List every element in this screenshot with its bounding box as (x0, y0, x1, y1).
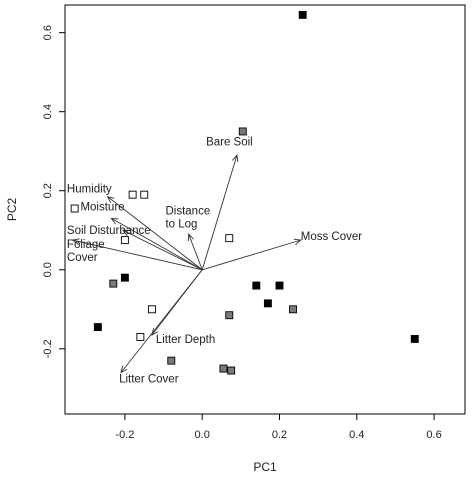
series-open-square (70, 190, 234, 341)
vector-arrowhead (187, 233, 194, 242)
vector-label-line: to Log (165, 218, 197, 230)
data-point (120, 273, 129, 282)
vector-arrowhead (293, 238, 302, 246)
y-tick-label: 0.4 (42, 104, 54, 119)
vector-label-soil-disturbance: Soil Disturbance (67, 225, 151, 237)
y-axis-label: PC2 (5, 198, 19, 222)
data-point (263, 299, 272, 308)
vector-label-foliage-cover: Foliage Cover (67, 239, 105, 264)
y-tick-label: -0.2 (42, 339, 54, 358)
vector-shaft (188, 234, 203, 270)
vector-label-moisture: Moisture (80, 201, 124, 213)
vector-label-line: Moss Cover (301, 231, 363, 243)
data-point (410, 334, 419, 343)
series-filled-square (93, 10, 419, 343)
data-point (128, 190, 137, 199)
data-point (93, 323, 102, 332)
vector-label-line: Foliage (67, 239, 105, 251)
vector-arrowhead (120, 365, 128, 374)
vector-shaft (111, 217, 203, 271)
data-point (227, 366, 236, 375)
data-point (140, 190, 149, 199)
data-point (148, 305, 156, 314)
vector-label-line: Bare Soil (206, 136, 253, 148)
vector-arrowhead (71, 238, 80, 245)
y-tick-label: 0.0 (42, 262, 54, 277)
vector-shaft (72, 239, 203, 271)
vector-label-line: Distance (165, 205, 210, 217)
vector-foliage-cover (71, 238, 203, 271)
x-axis: -0.2 0.0 0.2 0.4 0.6 (115, 414, 442, 441)
y-axis: -0.2 0.0 0.2 0.4 0.6 (42, 25, 65, 358)
data-point (225, 311, 234, 320)
vector-distance-to-log (187, 233, 203, 270)
y-tick-label: 0.2 (42, 183, 54, 198)
vector-arrowhead (121, 229, 130, 236)
plot-frame (64, 4, 466, 415)
vector-shaft (201, 155, 238, 270)
vector-arrowhead (110, 217, 119, 225)
vector-label-litter-cover: Litter Cover (119, 373, 179, 385)
vector-shaft (122, 229, 203, 271)
vector-label-line: Cover (67, 252, 98, 264)
vector-label-humidity: Humidity (67, 184, 112, 196)
vector-label-line: Litter Depth (156, 334, 215, 346)
vector-arrowhead (151, 328, 159, 336)
data-points (70, 10, 419, 375)
x-axis-label: PC1 (253, 460, 277, 474)
vector-label-bare-soil: Bare Soil (206, 136, 253, 148)
vector-shaft (120, 269, 203, 373)
vector-bare-soil (201, 154, 239, 270)
data-point (167, 356, 176, 365)
data-point (120, 236, 129, 245)
vector-humidity (106, 195, 203, 271)
data-point (275, 281, 284, 290)
y-tick-label: 0.6 (42, 25, 54, 40)
vector-arrowhead (106, 195, 115, 204)
data-point (225, 234, 234, 243)
vector-label-litter-depth: Litter Depth (156, 334, 215, 346)
vector-label-line: Soil Disturbance (67, 225, 151, 237)
data-point (70, 204, 79, 213)
vector-label-line: Moisture (80, 201, 124, 213)
vector-label-distance-to-log: Distance to Log (165, 205, 210, 230)
vector-label-line: Humidity (67, 184, 112, 196)
vector-litter-cover (120, 269, 203, 374)
vector-shaft (202, 239, 301, 271)
data-point (252, 281, 261, 290)
data-point (136, 332, 145, 341)
data-point (289, 305, 297, 314)
vector-moss-cover (202, 238, 302, 271)
x-tick-label: 0.2 (272, 429, 287, 441)
vector-label-moss-cover: Moss Cover (301, 231, 363, 243)
vector-label-line: Litter Cover (119, 373, 179, 385)
x-tick-label: 0.0 (195, 429, 210, 441)
vector-soil-disturbance (121, 229, 203, 271)
data-point (298, 10, 307, 19)
vector-arrowhead (232, 154, 239, 163)
data-point (219, 364, 228, 373)
x-tick-label: 0.6 (426, 429, 441, 441)
vector-moisture (110, 217, 203, 271)
vector-shaft (107, 196, 203, 271)
loading-vectors (71, 154, 302, 374)
x-tick-label: -0.2 (115, 429, 134, 441)
data-point (109, 279, 118, 288)
vector-labels: Bare Soil Humidity Moisture Distance to Log S… (67, 136, 362, 385)
x-tick-label: 0.4 (349, 429, 364, 441)
series-gray-square (109, 127, 297, 375)
data-point (238, 127, 247, 136)
